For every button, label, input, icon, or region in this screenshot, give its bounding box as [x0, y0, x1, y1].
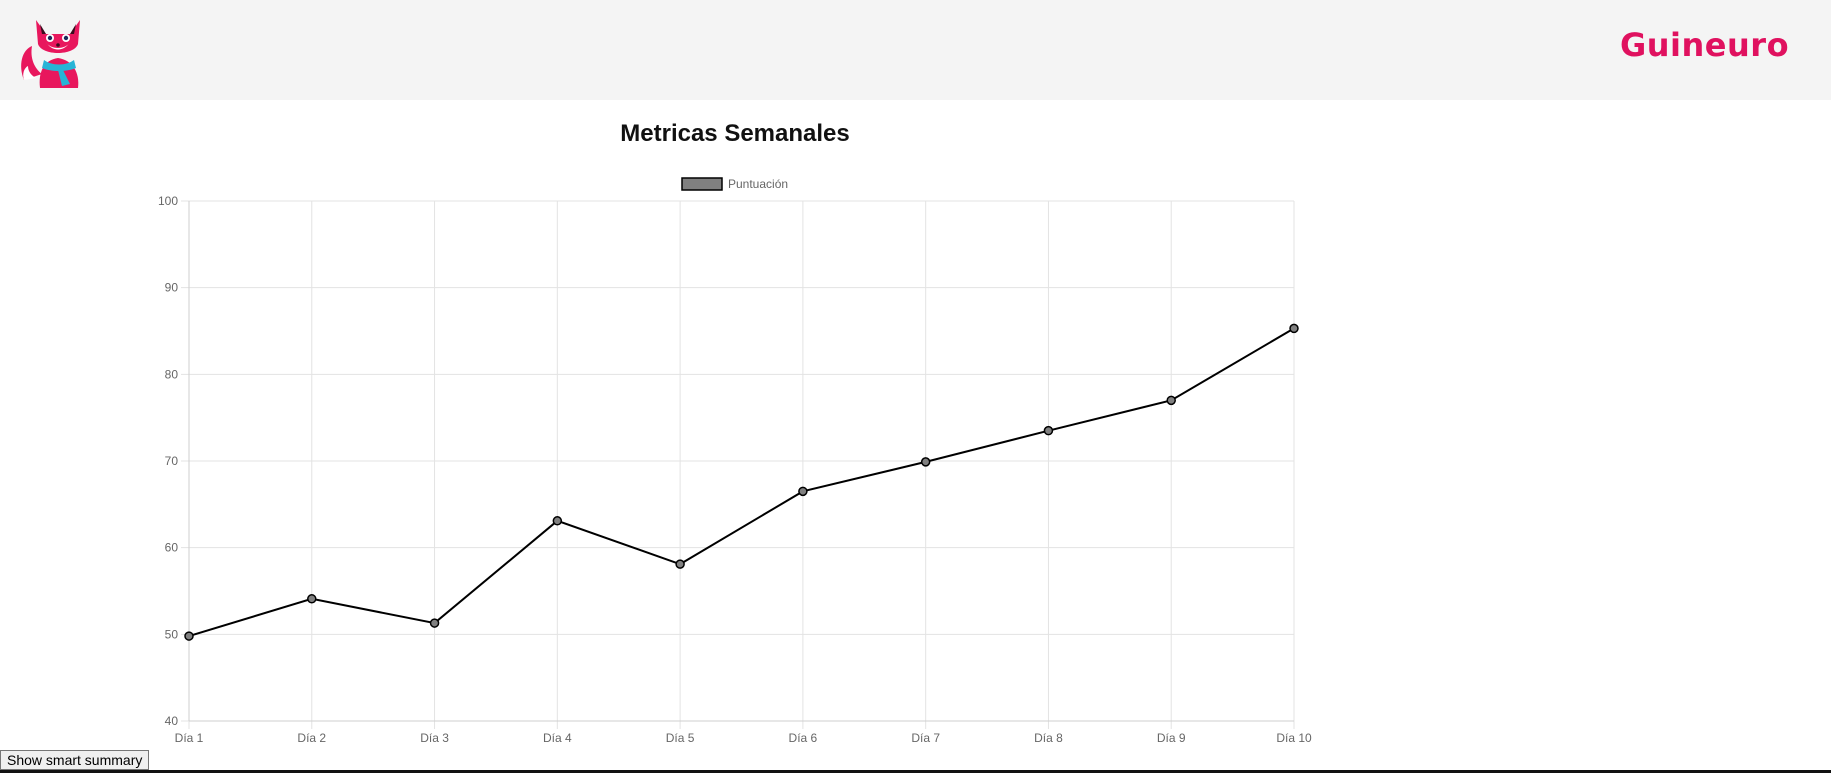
legend-swatch[interactable]: [681, 177, 723, 191]
x-tick-label: Día 10: [1276, 731, 1312, 745]
brand-name[interactable]: Guineuro: [1620, 26, 1790, 64]
x-tick-label: Día 1: [175, 731, 204, 745]
x-tick-label: Día 4: [543, 731, 572, 745]
fox-mascot-icon[interactable]: [18, 10, 98, 90]
data-point[interactable]: [920, 457, 931, 467]
y-tick-label: 100: [158, 194, 178, 208]
data-point[interactable]: [429, 618, 440, 628]
y-tick-label: 50: [165, 627, 179, 641]
data-point[interactable]: [1043, 425, 1054, 436]
data-point[interactable]: [798, 486, 808, 497]
top-header: Guineuro: [0, 0, 1831, 100]
line-chart: 40 50 60 70 80 90 100 Día 1 Día 2 Día 3 Día 4 Día 5…: [158, 177, 1312, 745]
legend-label[interactable]: Puntuación: [728, 177, 788, 191]
x-tick-label: Día 6: [789, 731, 818, 745]
y-tick-label: 60: [165, 541, 179, 555]
y-tick-label: 70: [165, 454, 179, 468]
data-point[interactable]: [1289, 323, 1299, 334]
axes: 40 50 60 70 80 90 100 Día 1 Día 2 Día 3 Día 4 Día 5…: [158, 194, 1312, 745]
x-tick-label: Día 9: [1157, 731, 1186, 745]
x-tick-label: Día 5: [666, 731, 695, 745]
chart-container: 40 50 60 70 80 90 100 Día 1 Día 2 Día 3 Día 4 Día 5…: [0, 100, 1831, 760]
x-tick-label: Día 2: [297, 731, 326, 745]
x-tick-label: Día 7: [911, 731, 940, 745]
data-point[interactable]: [552, 516, 563, 526]
series-puntuacion: [184, 323, 1299, 641]
data-point[interactable]: [184, 631, 194, 641]
y-tick-label: 80: [165, 367, 179, 381]
x-tick-label: Día 3: [420, 731, 449, 745]
x-tick-label: Día 8: [1034, 731, 1063, 745]
series-line: [188, 327, 1295, 638]
chart-title: Metricas Semanales: [620, 120, 850, 147]
data-point[interactable]: [675, 559, 685, 569]
y-tick-label: 40: [165, 714, 179, 728]
chart-legend: Puntuación: [681, 177, 788, 191]
bottom-divider: [0, 770, 1831, 773]
y-tick-label: 90: [165, 281, 179, 295]
show-smart-summary-button[interactable]: Show smart summary: [0, 750, 150, 770]
data-point[interactable]: [1166, 395, 1176, 406]
data-point[interactable]: [307, 594, 317, 604]
grid-lines: [181, 200, 1295, 729]
